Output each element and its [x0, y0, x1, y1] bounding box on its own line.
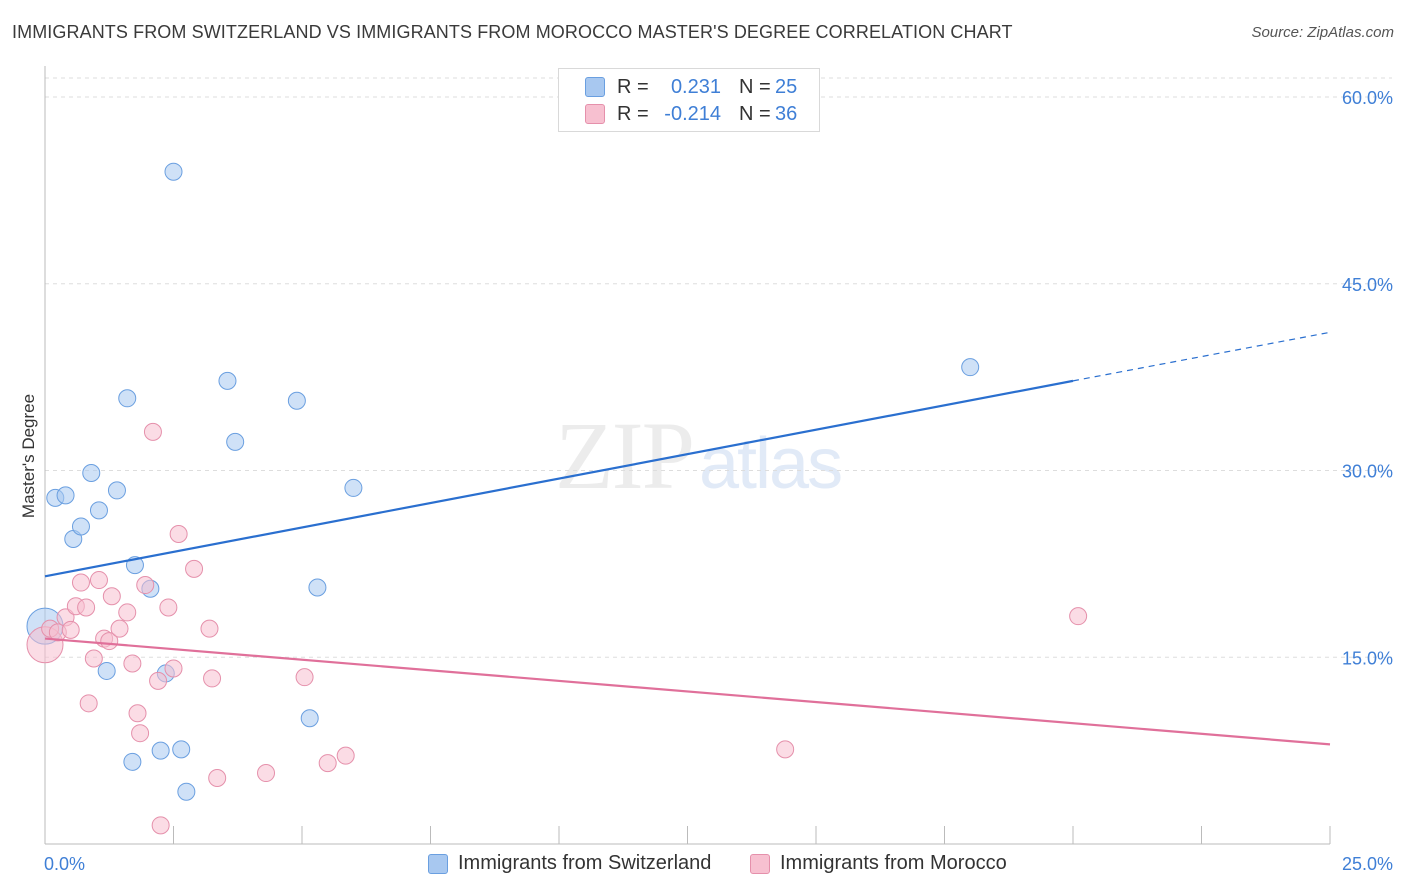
point-morocco: [71, 573, 90, 592]
point-morocco: [128, 704, 147, 723]
point-morocco: [257, 764, 276, 783]
correlation-legend: R = 0.231 N = 25 R = -0.214 N = 36: [558, 68, 820, 132]
point-switzerland: [218, 371, 237, 390]
y-tick-label: 45.0%: [1342, 275, 1393, 295]
point-switzerland: [961, 358, 980, 377]
series-legend-morocco[interactable]: Immigrants from Morocco: [750, 852, 1007, 875]
point-morocco: [131, 724, 150, 743]
trend-line-extension-switzerland: [1072, 331, 1331, 382]
x-tick-label: 0.0%: [44, 854, 85, 874]
legend-r-value: 0.231: [670, 75, 721, 98]
y-tick-label: 15.0%: [1342, 648, 1393, 668]
point-switzerland: [97, 661, 116, 680]
point-morocco: [151, 816, 170, 835]
point-switzerland: [344, 478, 363, 497]
point-morocco: [84, 649, 103, 668]
source-credit: Source: ZipAtlas.com: [1251, 24, 1394, 41]
point-morocco: [102, 587, 121, 606]
series-label-morocco: Immigrants from Morocco: [780, 852, 1007, 874]
point-switzerland: [308, 578, 327, 597]
point-morocco: [336, 746, 355, 765]
point-switzerland: [172, 740, 191, 759]
point-morocco: [295, 668, 314, 687]
point-morocco: [200, 619, 219, 638]
legend-r-label: R =: [617, 75, 649, 98]
point-switzerland: [56, 486, 75, 505]
point-switzerland: [151, 741, 170, 760]
y-tick-label: 60.0%: [1342, 88, 1393, 108]
point-morocco: [118, 603, 137, 622]
point-morocco: [164, 659, 183, 678]
point-morocco: [1069, 607, 1088, 626]
point-morocco: [149, 671, 168, 690]
point-morocco: [169, 524, 188, 543]
point-morocco: [136, 576, 155, 595]
point-switzerland: [300, 709, 319, 728]
trend-line-switzerland: [44, 379, 1074, 578]
point-morocco: [89, 571, 108, 590]
series-label-switzerland: Immigrants from Switzerland: [458, 852, 712, 874]
point-switzerland: [287, 391, 306, 410]
series-legend: Immigrants from Switzerland Immigrants f…: [0, 852, 1406, 878]
legend-n-label: N =: [739, 75, 771, 98]
watermark-zip: ZIP: [555, 402, 695, 509]
point-morocco: [208, 769, 227, 788]
legend-r-label: R =: [617, 102, 649, 125]
point-morocco: [79, 694, 98, 713]
point-switzerland: [89, 501, 108, 520]
point-morocco: [143, 422, 162, 441]
point-morocco: [318, 754, 337, 773]
watermark: ZIPatlas: [555, 400, 843, 511]
legend-row-switzerland: R = 0.231 N = 25: [585, 75, 797, 99]
point-switzerland: [107, 481, 126, 500]
point-morocco: [203, 669, 222, 688]
point-morocco: [776, 740, 795, 759]
point-morocco: [123, 654, 142, 673]
legend-swatch-morocco: [585, 104, 605, 124]
point-morocco: [185, 559, 204, 578]
legend-n-value: 25: [775, 75, 798, 98]
point-switzerland: [226, 432, 245, 451]
legend-r-value: -0.214: [664, 102, 721, 125]
legend-swatch-switzerland: [585, 77, 605, 97]
series-swatch-switzerland: [428, 853, 448, 874]
x-tick-label: 25.0%: [1342, 854, 1393, 874]
chart-title: IMMIGRANTS FROM SWITZERLAND VS IMMIGRANT…: [12, 22, 1013, 42]
point-morocco: [110, 619, 129, 638]
legend-row-morocco: R = -0.214 N = 36: [585, 102, 797, 126]
legend-n-label: N =: [739, 102, 771, 125]
point-switzerland: [164, 162, 183, 181]
point-morocco: [159, 598, 178, 617]
point-switzerland: [71, 517, 90, 536]
point-morocco: [61, 620, 80, 639]
trend-line-morocco: [44, 637, 1331, 746]
series-swatch-morocco: [750, 853, 770, 874]
y-axis-label: Master's Degree: [19, 394, 38, 518]
series-legend-switzerland[interactable]: Immigrants from Switzerland: [428, 852, 711, 875]
point-morocco: [77, 598, 96, 617]
point-switzerland: [82, 463, 101, 482]
y-tick-label: 30.0%: [1342, 462, 1393, 482]
point-switzerland: [118, 389, 137, 408]
point-switzerland: [177, 782, 196, 801]
legend-n-value: 36: [775, 102, 798, 125]
point-switzerland: [123, 752, 142, 771]
